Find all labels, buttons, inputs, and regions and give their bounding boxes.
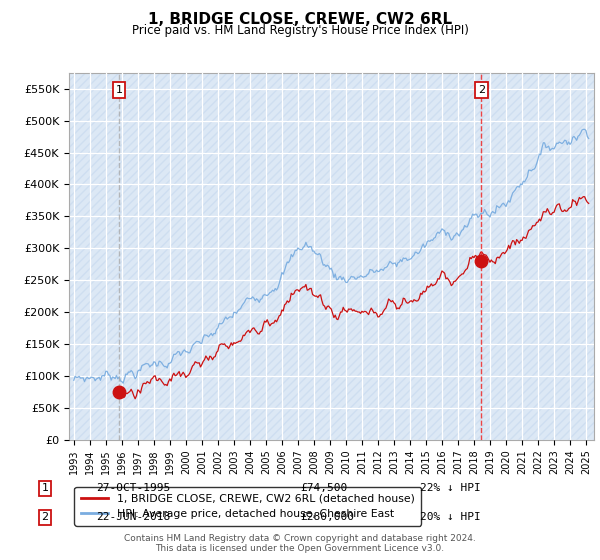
- Text: 1: 1: [115, 85, 122, 95]
- Text: 22% ↓ HPI: 22% ↓ HPI: [420, 483, 481, 493]
- Text: 20% ↓ HPI: 20% ↓ HPI: [420, 512, 481, 522]
- Text: 1, BRIDGE CLOSE, CREWE, CW2 6RL: 1, BRIDGE CLOSE, CREWE, CW2 6RL: [148, 12, 452, 27]
- Text: 2: 2: [41, 512, 49, 522]
- Text: 27-OCT-1995: 27-OCT-1995: [96, 483, 170, 493]
- Text: Contains HM Land Registry data © Crown copyright and database right 2024.
This d: Contains HM Land Registry data © Crown c…: [124, 534, 476, 553]
- Legend: 1, BRIDGE CLOSE, CREWE, CW2 6RL (detached house), HPI: Average price, detached h: 1, BRIDGE CLOSE, CREWE, CW2 6RL (detache…: [74, 487, 421, 526]
- Text: Price paid vs. HM Land Registry's House Price Index (HPI): Price paid vs. HM Land Registry's House …: [131, 24, 469, 37]
- Text: 2: 2: [478, 85, 485, 95]
- Text: 1: 1: [41, 483, 49, 493]
- Text: £74,500: £74,500: [300, 483, 347, 493]
- Text: 22-JUN-2018: 22-JUN-2018: [96, 512, 170, 522]
- Text: £280,000: £280,000: [300, 512, 354, 522]
- Bar: [69, 73, 594, 440]
